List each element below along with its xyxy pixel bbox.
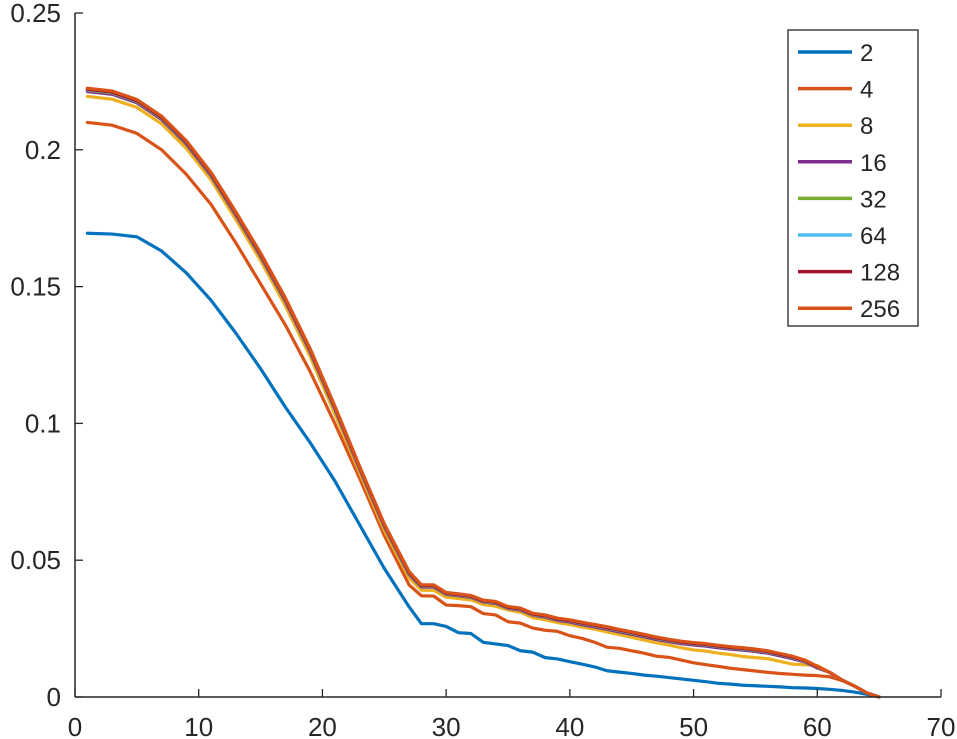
legend-item-16: 16	[798, 150, 887, 177]
legend-label: 4	[860, 77, 873, 104]
series-line-8	[85, 94, 881, 699]
axes-layer	[74, 13, 941, 698]
x-tick-label: 40	[555, 712, 584, 739]
x-tick-label: 50	[679, 712, 708, 739]
series-layer	[85, 86, 881, 699]
legend-item-8: 8	[798, 113, 873, 140]
ticks-layer: 0 10 20 30 40 50 60 70 0 0.05 0.1 0.15 0.2 0.25	[10, 0, 955, 739]
series-line-4	[85, 120, 881, 699]
legend: 2 4 8 16 32 64 128 256	[787, 29, 919, 327]
x-tick-label: 20	[308, 712, 337, 739]
y-tick-label: 0	[47, 682, 61, 712]
x-tick-label: 70	[927, 712, 956, 739]
x-tick-label: 60	[803, 712, 832, 739]
series-line-16	[85, 89, 881, 699]
legend-item-128: 128	[798, 260, 900, 287]
legend-items: 2 4 8 16 32 64 128 256	[798, 40, 900, 323]
y-tick-label: 0.15	[10, 272, 61, 302]
legend-item-2: 2	[798, 40, 873, 67]
series-line-2	[85, 231, 881, 699]
x-tick-label: 30	[432, 712, 461, 739]
series-line-256	[85, 86, 881, 699]
legend-item-256: 256	[798, 296, 900, 323]
legend-item-4: 4	[798, 77, 873, 104]
legend-box	[787, 29, 919, 327]
legend-item-64: 64	[798, 223, 887, 250]
y-tick-label: 0.25	[10, 0, 61, 28]
legend-item-32: 32	[798, 186, 887, 213]
legend-label: 8	[860, 113, 873, 140]
legend-label: 256	[860, 296, 900, 323]
legend-label: 128	[860, 260, 900, 287]
legend-label: 16	[860, 150, 887, 177]
legend-label: 2	[860, 40, 873, 67]
x-tick-label: 10	[184, 712, 213, 739]
legend-label: 32	[860, 186, 887, 213]
legend-label: 64	[860, 223, 887, 250]
x-tick-label: 0	[68, 712, 82, 739]
y-tick-label: 0.2	[25, 135, 61, 165]
y-tick-label: 0.1	[25, 408, 61, 438]
y-tick-label: 0.05	[10, 545, 61, 575]
